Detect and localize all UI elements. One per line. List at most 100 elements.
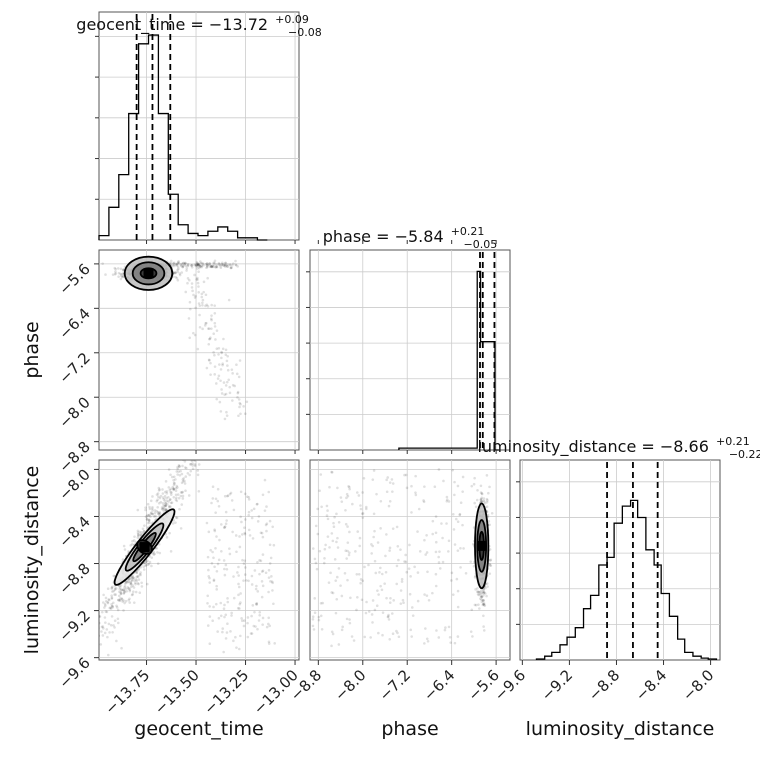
sample-point — [225, 567, 229, 571]
sample-point — [261, 553, 265, 556]
sample-point — [149, 499, 153, 503]
sample-point — [123, 586, 126, 589]
sample-point — [386, 615, 390, 619]
sample-point — [229, 491, 233, 495]
sample-point — [198, 325, 202, 329]
sample-point — [130, 578, 134, 582]
sample-point — [140, 585, 144, 588]
sample-point — [132, 590, 135, 594]
sample-point — [180, 454, 183, 457]
sample-point — [193, 463, 197, 466]
sample-point — [243, 573, 247, 576]
sample-point — [210, 501, 213, 505]
sample-point — [480, 500, 484, 503]
sample-point — [136, 508, 140, 512]
sample-point — [139, 571, 142, 574]
panel-phase-hist — [306, 249, 511, 451]
sample-point — [361, 512, 365, 515]
sample-point — [186, 264, 190, 268]
sample-point — [481, 590, 485, 594]
sample-point — [126, 586, 130, 589]
sample-point — [197, 290, 201, 294]
sample-point — [123, 590, 127, 594]
sample-point — [445, 499, 449, 503]
sample-point — [237, 375, 241, 379]
sample-point — [172, 487, 176, 491]
sample-point — [263, 509, 267, 512]
sample-point — [177, 496, 181, 500]
sample-point — [150, 512, 154, 516]
sample-point — [476, 587, 479, 590]
sample-point — [482, 629, 486, 632]
sample-point — [370, 552, 373, 555]
sample-point — [330, 630, 334, 634]
sample-point — [423, 642, 426, 645]
sample-point — [205, 521, 209, 525]
sample-point — [114, 587, 118, 590]
sample-point — [189, 307, 192, 311]
sample-point — [179, 491, 183, 494]
sample-point — [208, 337, 211, 341]
sample-point — [361, 579, 365, 583]
sample-point — [137, 534, 140, 538]
sample-point — [223, 265, 227, 268]
sample-point — [480, 589, 483, 592]
sample-point — [236, 606, 240, 610]
sample-point — [132, 586, 136, 589]
sample-point — [414, 493, 418, 497]
sample-point — [101, 262, 104, 265]
sample-point — [311, 618, 315, 621]
sample-point — [90, 658, 93, 661]
sample-point — [359, 504, 362, 507]
sample-point — [151, 551, 155, 555]
sample-point — [181, 265, 184, 269]
sample-point — [384, 554, 387, 558]
sample-point — [151, 509, 154, 512]
sample-point — [228, 552, 232, 556]
sample-point — [313, 597, 317, 600]
sample-point — [441, 560, 445, 564]
sample-point — [222, 264, 226, 267]
sample-point — [217, 558, 221, 562]
sample-point — [199, 261, 203, 265]
sample-point — [153, 552, 156, 556]
sample-point — [206, 601, 209, 605]
sample-point — [426, 570, 429, 574]
sample-point — [188, 300, 192, 304]
sample-point — [400, 577, 404, 581]
sample-point — [104, 610, 108, 613]
panel-phase-vs-geocent — [98, 249, 300, 451]
sample-point — [103, 602, 107, 606]
sample-point — [178, 473, 182, 477]
sample-point — [253, 569, 257, 572]
sample-point — [445, 498, 449, 501]
sample-point — [206, 265, 209, 269]
sample-point — [210, 265, 213, 268]
sample-point — [348, 618, 351, 621]
sample-point — [209, 317, 213, 321]
sample-point — [188, 473, 191, 477]
sample-point — [120, 588, 124, 592]
sample-point — [107, 598, 110, 601]
sample-point — [265, 625, 269, 629]
sample-point — [222, 526, 226, 529]
sample-point — [250, 583, 254, 586]
sample-point — [129, 580, 132, 584]
sample-point — [206, 263, 210, 267]
sample-point — [220, 262, 223, 266]
sample-point — [155, 499, 159, 503]
density-peak — [139, 542, 150, 553]
sample-point — [120, 646, 123, 650]
sample-point — [239, 402, 242, 406]
sample-point — [110, 586, 114, 589]
sample-point — [486, 585, 489, 588]
sample-point — [214, 266, 217, 269]
sample-point — [213, 353, 216, 357]
sample-point — [346, 541, 350, 544]
sample-point — [205, 266, 208, 270]
sample-point — [132, 576, 136, 580]
sample-point — [210, 561, 214, 565]
sample-point — [152, 553, 156, 556]
x-tick-label: −13.25 — [200, 666, 252, 718]
sample-point — [196, 262, 200, 266]
